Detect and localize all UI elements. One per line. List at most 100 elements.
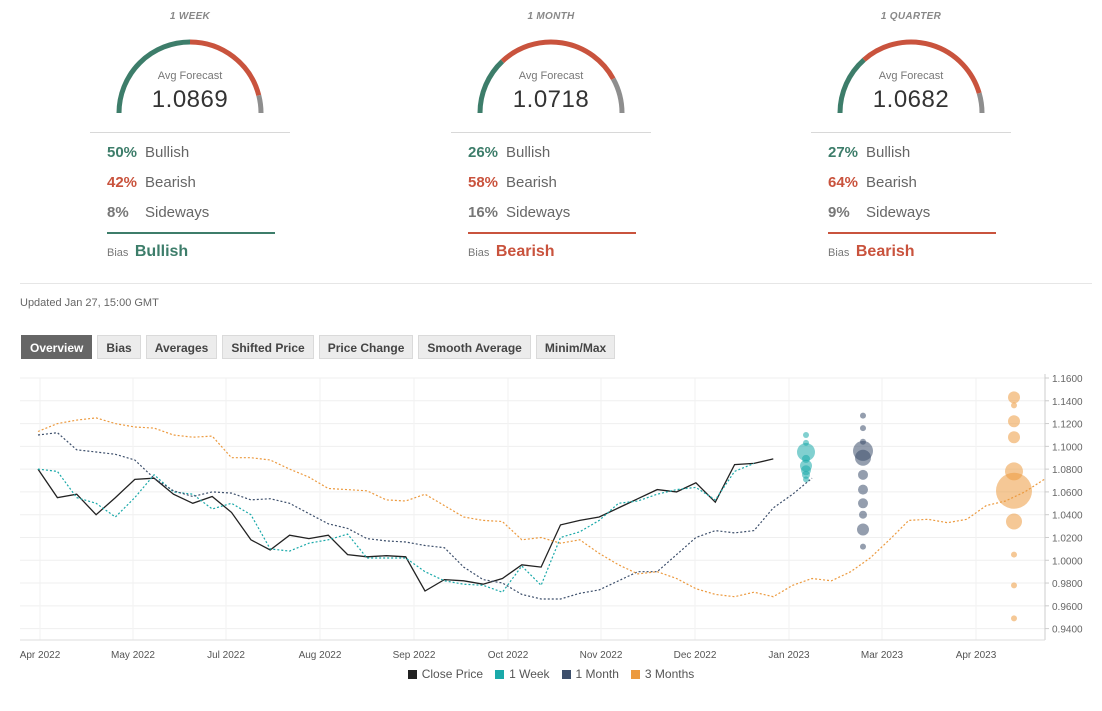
tab-shifted-price[interactable]: Shifted Price bbox=[222, 335, 314, 359]
bullish-percent: 27% bbox=[828, 144, 859, 161]
panel-period-label: 1 WEEK bbox=[169, 11, 211, 22]
forecast-bubble-3-months[interactable] bbox=[996, 472, 1032, 509]
y-tick-label: 1.0000 bbox=[1052, 556, 1083, 567]
bias-label: Bias bbox=[468, 247, 490, 259]
legend-item-3-months[interactable]: 3 Months bbox=[630, 667, 695, 681]
forecast-bubble-1-week[interactable] bbox=[802, 470, 810, 479]
y-tick-label: 0.9400 bbox=[1052, 625, 1083, 636]
panel-divider bbox=[451, 132, 651, 133]
y-tick-label: 1.1400 bbox=[1052, 397, 1083, 408]
gauge-bearish-arc bbox=[862, 39, 982, 94]
sideways-stat: 9% Sideways bbox=[828, 204, 930, 221]
avg-forecast-value: 1.0718 bbox=[512, 86, 590, 113]
forecast-bubble-1-month[interactable] bbox=[859, 510, 867, 519]
tab-overview[interactable]: Overview bbox=[21, 335, 93, 359]
x-tick-label: May 2022 bbox=[111, 650, 155, 661]
forecast-bubble-3-months[interactable] bbox=[1011, 582, 1017, 589]
forecast-bubble-1-month[interactable] bbox=[857, 523, 869, 536]
tab-bias[interactable]: Bias bbox=[97, 335, 141, 359]
gauge-sideways-arc bbox=[256, 94, 264, 114]
bullish-label: Bullish bbox=[866, 144, 911, 161]
legend-label: 1 Week bbox=[509, 667, 550, 681]
y-tick-label: 1.0200 bbox=[1052, 533, 1083, 544]
forecast-gauge bbox=[837, 39, 985, 114]
gauge-sideways-arc bbox=[976, 92, 985, 114]
forecast-gauge bbox=[116, 39, 264, 114]
forecast-bubble-1-month[interactable] bbox=[858, 498, 868, 509]
sideways-percent: 8% bbox=[107, 204, 129, 221]
forecast-bubble-3-months[interactable] bbox=[1011, 551, 1017, 558]
y-tick-label: 1.1600 bbox=[1052, 374, 1083, 385]
tab-averages[interactable]: Averages bbox=[145, 335, 218, 359]
bias-rule bbox=[828, 232, 996, 234]
sideways-label: Sideways bbox=[145, 204, 210, 221]
legend-swatch bbox=[407, 669, 417, 679]
bearish-label: Bearish bbox=[866, 174, 917, 191]
x-tick-label: Dec 2022 bbox=[674, 650, 717, 661]
y-tick-label: 0.9800 bbox=[1052, 579, 1083, 590]
forecast-bubble-3-months[interactable] bbox=[1008, 431, 1020, 444]
chart-view-tabs: Overview Bias Averages Shifted Price Price C… bbox=[21, 335, 616, 359]
forecast-bubble-3-months[interactable] bbox=[1011, 402, 1017, 409]
x-tick-label: Aug 2022 bbox=[299, 650, 342, 661]
sideways-percent: 9% bbox=[828, 204, 850, 221]
forecast-bubble-1-month[interactable] bbox=[858, 484, 868, 495]
bias-summary: Bias Bullish bbox=[107, 243, 188, 261]
forecast-bubble-3-months[interactable] bbox=[1006, 513, 1022, 530]
bearish-label: Bearish bbox=[506, 174, 557, 191]
tab-minim-max[interactable]: Minim/Max bbox=[535, 335, 616, 359]
gauge-bearish-arc bbox=[500, 39, 616, 81]
panel-period-label: 1 MONTH bbox=[527, 11, 575, 22]
series-line-1-month bbox=[37, 432, 813, 600]
series-line-close-price bbox=[37, 458, 774, 592]
forecast-bubble-1-week[interactable] bbox=[797, 443, 815, 462]
tab-smooth-average[interactable]: Smooth Average bbox=[418, 335, 531, 359]
legend-swatch bbox=[630, 669, 640, 679]
bullish-stat: 50% Bullish bbox=[107, 144, 189, 161]
legend-item-1-week[interactable]: 1 Week bbox=[495, 667, 550, 681]
bearish-percent: 42% bbox=[107, 174, 138, 191]
bias-value: Bullish bbox=[134, 243, 189, 260]
x-tick-label: Jul 2022 bbox=[207, 650, 245, 661]
legend-label: 3 Months bbox=[644, 667, 695, 681]
bias-rule bbox=[107, 232, 275, 234]
forecast-bubble-1-month[interactable] bbox=[855, 449, 871, 466]
panel-divider bbox=[90, 132, 290, 133]
sideways-percent: 16% bbox=[468, 204, 499, 221]
bearish-label: Bearish bbox=[145, 174, 196, 191]
forecast-chart: 1.1600 1.1400 1.1200 1.1000 1.0800 1.0600 1.04… bbox=[0, 370, 1102, 690]
y-tick-label: 1.0400 bbox=[1052, 511, 1083, 522]
y-tick-label: 0.9600 bbox=[1052, 602, 1083, 613]
bearish-stat: 64% Bearish bbox=[828, 174, 917, 191]
bullish-percent: 50% bbox=[107, 144, 138, 161]
forecast-bubble-1-week[interactable] bbox=[803, 431, 809, 438]
avg-forecast-caption: Avg Forecast bbox=[878, 70, 944, 82]
legend-item-close-price[interactable]: Close Price bbox=[407, 667, 484, 681]
forecast-chart-svg: 1.1600 1.1400 1.1200 1.1000 1.0800 1.0600 1.04… bbox=[20, 374, 1083, 661]
bullish-percent: 26% bbox=[468, 144, 499, 161]
forecast-bubble-3-months[interactable] bbox=[1011, 615, 1017, 622]
section-divider bbox=[20, 283, 1092, 284]
forecast-bubble-1-month[interactable] bbox=[858, 469, 868, 480]
forecast-bubble-1-month[interactable] bbox=[860, 543, 866, 550]
bias-summary: Bias Bearish bbox=[828, 243, 915, 261]
forecast-bubble-3-months[interactable] bbox=[1008, 415, 1020, 428]
avg-forecast-caption: Avg Forecast bbox=[157, 70, 223, 82]
panel-divider bbox=[811, 132, 1011, 133]
legend-swatch bbox=[561, 669, 571, 679]
forecast-bubble-1-month[interactable] bbox=[860, 412, 866, 419]
legend-label: Close Price bbox=[421, 667, 484, 681]
sideways-stat: 8% Sideways bbox=[107, 204, 209, 221]
forecast-bubble-1-month[interactable] bbox=[860, 425, 866, 432]
x-tick-label: Apr 2023 bbox=[956, 650, 997, 661]
series-line-1-week bbox=[37, 462, 755, 593]
forecast-bubble-3-months[interactable] bbox=[1008, 391, 1020, 404]
sideways-stat: 16% Sideways bbox=[468, 204, 570, 221]
legend-item-1-month[interactable]: 1 Month bbox=[561, 667, 619, 681]
gauge-bullish-arc bbox=[837, 57, 866, 114]
forecast-bubble-1-week[interactable] bbox=[803, 476, 809, 483]
avg-forecast-caption: Avg Forecast bbox=[518, 70, 584, 82]
tab-price-change[interactable]: Price Change bbox=[318, 335, 414, 359]
updated-timestamp: Updated Jan 27, 15:00 GMT bbox=[20, 297, 159, 309]
x-tick-label: Mar 2023 bbox=[861, 650, 904, 661]
